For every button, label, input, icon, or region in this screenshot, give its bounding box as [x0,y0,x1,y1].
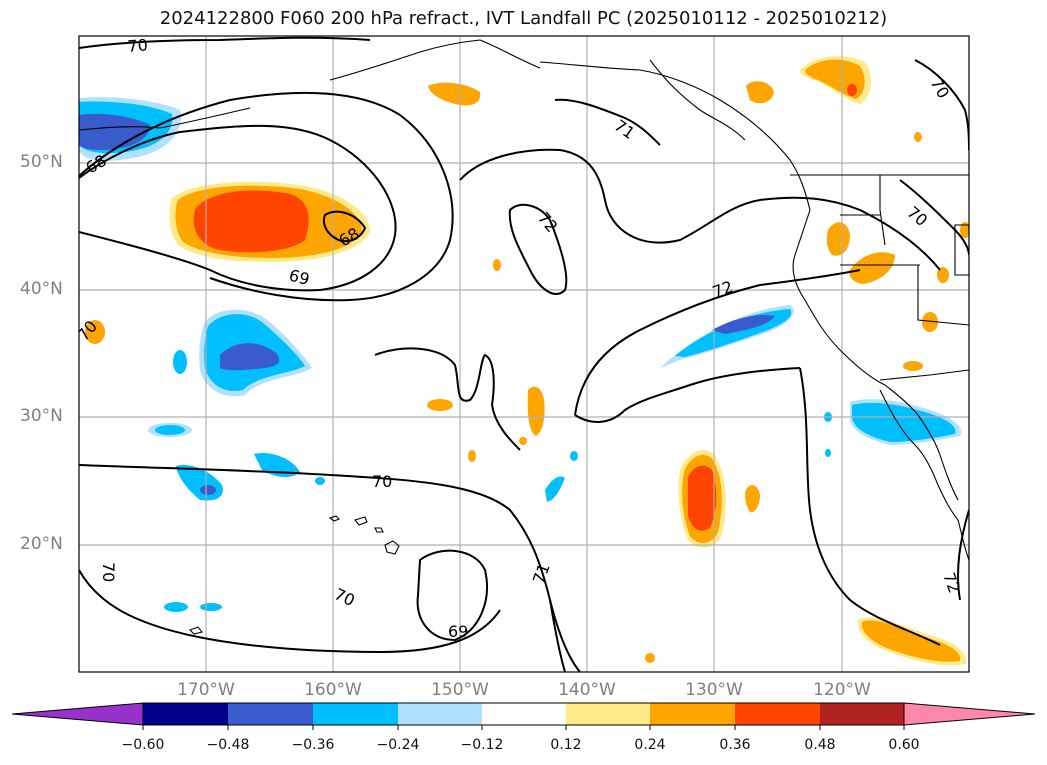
lat-label-20n: 20°N [20,534,63,554]
strong-negative-region [220,343,280,371]
positive-anomaly-spot [85,320,105,344]
positive-anomaly-spot [960,222,969,238]
lat-label-30n: 30°N [20,406,63,426]
strong-negative-spot [200,485,216,495]
colorbar-tick-label: 0.12 [550,737,582,753]
negative-anomaly-spot [570,451,578,461]
positive-anomaly-spot [468,450,476,462]
negative-anomaly-spot [200,603,222,611]
map-frame [78,35,970,673]
positive-anomaly-spot [922,312,938,332]
graticule [79,36,969,672]
positive-anomaly-region [849,252,895,284]
positive-anomaly-region [745,485,760,513]
strong-positive-spot [847,84,857,96]
colorbar-tick-label: −0.36 [291,737,335,753]
negative-anomaly-region [545,476,565,502]
positive-anomaly-spot [519,437,527,445]
lon-label-120w: 120°W [813,680,871,700]
negative-anomaly-spot [825,449,831,457]
contour-label: 70 [99,562,118,582]
negative-anomaly-spot [173,350,187,374]
positive-anomaly-spot [427,399,453,411]
shading-layer [79,56,969,666]
colorbar-segment [143,703,228,725]
colorbar-min-extend [11,702,144,726]
positive-anomaly-spot [903,361,923,371]
lat-label-40n: 40°N [20,279,63,299]
contour-label: 69 [287,266,312,290]
colorbar-tick-label: 0.60 [888,737,920,753]
colorbar-tick-label: −0.48 [206,737,250,753]
strong-positive-region [193,190,309,253]
colorbar-segment [566,703,650,725]
colorbar-tick-label: −0.12 [460,737,504,753]
contour-label: 69 [448,622,468,641]
colorbar-segment [735,703,820,725]
positive-anomaly-spot [914,132,922,142]
lon-label-130w: 130°W [685,680,743,700]
colorbar-segment [228,703,313,725]
colorbar-tick-label: −0.60 [121,737,165,753]
lon-label-160w: 160°W [304,680,362,700]
lon-label-170w: 170°W [177,680,235,700]
colorbar-tick-label: −0.24 [376,737,420,753]
strong-positive-region [688,465,717,531]
colorbar-segment [820,703,904,725]
negative-anomaly-spot [164,602,188,612]
colorbar-frame [142,702,905,726]
colorbar [11,702,1036,730]
colorbar-max-extend [903,702,1036,726]
contour-label: 70 [372,472,392,491]
positive-anomaly-spot [645,653,655,663]
contour-label: 70 [127,35,149,56]
lon-label-140w: 140°W [558,680,616,700]
colorbar-segment [482,703,566,725]
map-title: 2024122800 F060 200 hPa refract., IVT La… [159,8,888,29]
contour-lines [79,36,969,672]
positive-anomaly-region [826,222,850,256]
colorbar-tick-label: 0.36 [719,737,751,753]
coastlines [79,39,969,635]
colorbar-tick-label: 0.48 [804,737,836,753]
negative-anomaly-spot [315,477,325,485]
positive-anomaly-spot [937,267,949,283]
negative-anomaly-spot [155,425,185,435]
colorbar-segment [313,703,398,725]
colorbar-segment [650,703,735,725]
colorbar-tick-label: 0.24 [634,737,666,753]
strong-negative-region [712,314,775,334]
positive-anomaly-region [861,620,961,662]
lon-label-150w: 150°W [431,680,489,700]
positive-anomaly-region [428,82,481,106]
positive-anomaly-region [746,81,774,104]
strong-negative-region [79,113,150,150]
colorbar-segment [398,703,482,725]
positive-anomaly-spot [493,259,501,271]
lat-label-50n: 50°N [20,152,63,172]
positive-anomaly-region [527,386,545,436]
